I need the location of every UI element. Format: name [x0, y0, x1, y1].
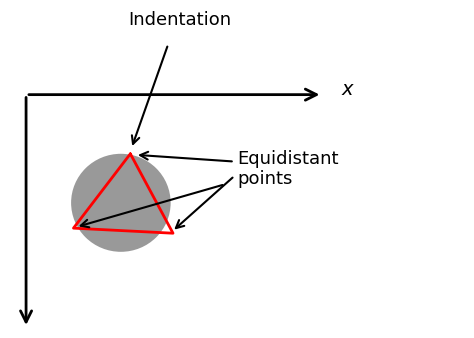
Text: Indentation: Indentation [128, 11, 232, 29]
Ellipse shape [71, 154, 171, 252]
Text: x: x [341, 80, 353, 99]
Text: Equidistant
points: Equidistant points [237, 150, 338, 188]
